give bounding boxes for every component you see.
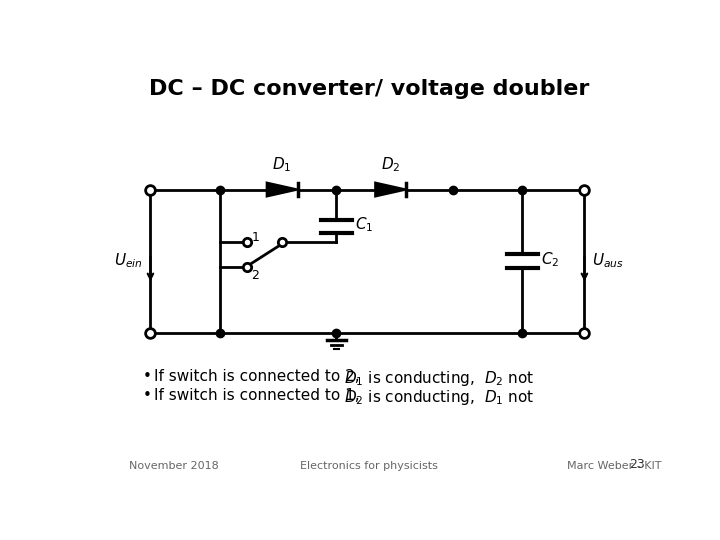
Text: Electronics for physicists: Electronics for physicists	[300, 461, 438, 471]
Text: 2: 2	[251, 269, 259, 282]
Text: $C_1$: $C_1$	[355, 215, 374, 234]
Polygon shape	[266, 183, 297, 197]
Text: 23: 23	[629, 458, 644, 471]
Text: Marc Weber - KIT: Marc Weber - KIT	[567, 461, 661, 471]
Text: $U_{aus}$: $U_{aus}$	[593, 252, 624, 271]
Text: $D_1$ is conducting,  $D_2$ not: $D_1$ is conducting, $D_2$ not	[344, 369, 535, 388]
Text: $D_2$ is conducting,  $D_1$ not: $D_2$ is conducting, $D_1$ not	[344, 388, 535, 407]
Polygon shape	[375, 183, 406, 197]
Text: •: •	[143, 369, 152, 384]
Text: •: •	[143, 388, 152, 403]
Text: 1: 1	[251, 231, 259, 244]
Text: If switch is connected to 1,: If switch is connected to 1,	[153, 388, 359, 403]
Text: $C_2$: $C_2$	[541, 250, 559, 269]
Text: $U_{ein}$: $U_{ein}$	[114, 252, 143, 271]
Text: $D_1$: $D_1$	[272, 156, 292, 174]
Text: DC – DC converter/ voltage doubler: DC – DC converter/ voltage doubler	[149, 79, 589, 99]
Text: $D_2$: $D_2$	[381, 156, 400, 174]
Text: If switch is connected to 2,: If switch is connected to 2,	[153, 369, 359, 384]
Text: November 2018: November 2018	[129, 461, 218, 471]
